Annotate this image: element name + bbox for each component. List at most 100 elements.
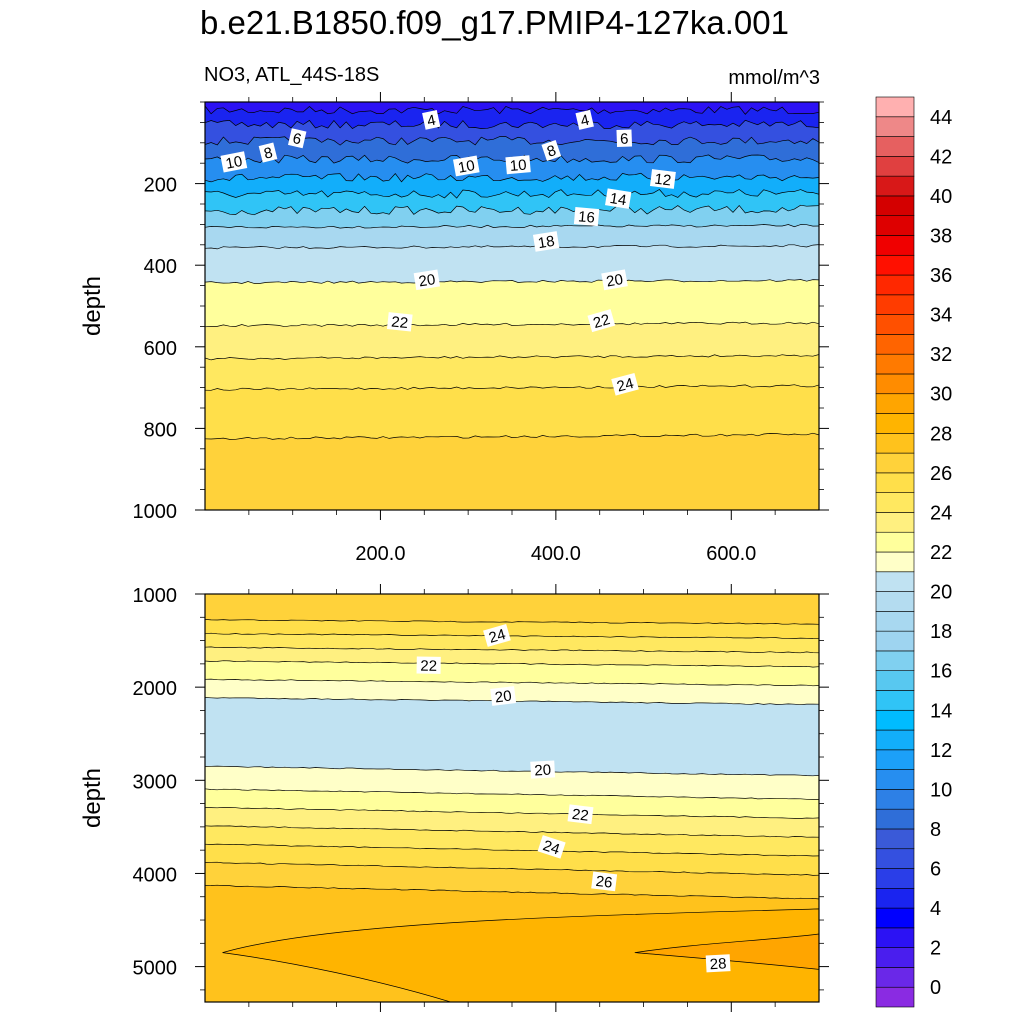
contour-line — [205, 843, 819, 857]
contour-label-bg — [705, 954, 731, 973]
colorbar-swatch — [875, 729, 915, 751]
contour-label: 4 — [575, 109, 594, 130]
contour-label: 10 — [220, 151, 248, 173]
contour-line — [205, 825, 819, 838]
colorbar-label: 42 — [930, 146, 952, 168]
colorbar-swatch — [875, 334, 915, 355]
contour-label-text: 26 — [595, 873, 614, 892]
contour-label: 12 — [649, 169, 676, 190]
colorbar-label: 8 — [930, 819, 941, 841]
contour-label-text: 22 — [591, 311, 612, 332]
contour-label-text: 24 — [487, 626, 508, 647]
plot-area: 24 22 20 20 22 24 26 28 — [205, 594, 819, 1002]
contour-label: 24 — [483, 623, 511, 647]
colorbar-swatch — [875, 927, 915, 948]
contour-label: 10 — [505, 155, 531, 175]
contour-label: 22 — [567, 804, 594, 825]
contour-label-bg — [413, 269, 441, 291]
colorbar-swatch — [875, 789, 915, 810]
colorbar-label: 14 — [930, 700, 952, 722]
contour-label: 26 — [591, 871, 618, 892]
colorbar-swatch — [875, 591, 915, 612]
colorbar-label: 36 — [930, 265, 952, 287]
colorbar-swatch — [875, 452, 915, 474]
contour-label-bg — [422, 109, 441, 130]
contour-label-bg — [567, 804, 594, 825]
contour-label-bg — [601, 269, 628, 291]
colorbar-swatch — [875, 611, 915, 632]
colorbar-swatch — [875, 433, 915, 454]
contour-label-text: 6 — [620, 131, 629, 148]
colorbar-swatch — [875, 314, 915, 335]
colorbar-swatch — [875, 967, 915, 988]
contour-label-bg — [575, 109, 594, 130]
colorbar-swatch — [875, 492, 915, 513]
colorbar-swatch — [875, 254, 915, 276]
contour-label: 8 — [541, 140, 562, 161]
contour-line — [205, 678, 819, 687]
contour-line — [205, 354, 819, 361]
colorbar-label: 2 — [930, 938, 941, 960]
colorbar-label: 44 — [930, 107, 952, 129]
contour-label: 22 — [587, 309, 616, 333]
colorbar-swatch — [875, 907, 915, 929]
contour-label-text: 20 — [417, 271, 436, 290]
contour-label-bg — [416, 656, 441, 674]
colorbar-label: 4 — [930, 898, 941, 920]
contour-label-bg — [490, 686, 517, 706]
y-tick-label: 600 — [144, 338, 177, 360]
contour-line — [205, 136, 819, 146]
colorbar-swatch — [875, 96, 915, 118]
colorbar-swatch — [875, 215, 915, 236]
x-tick-label: 200.0 — [355, 543, 405, 565]
colorbar-label: 12 — [930, 740, 952, 762]
contour-label: 24 — [611, 372, 639, 396]
contour-label: 10 — [453, 155, 480, 177]
contour-label-bg — [591, 871, 618, 892]
contour-line — [205, 384, 819, 391]
contour-line — [205, 224, 819, 229]
colorbar-swatch — [875, 512, 915, 533]
contour-label: 14 — [605, 188, 632, 209]
contour-line — [205, 244, 819, 250]
contour-label: 20 — [413, 269, 441, 291]
colorbar-swatch — [875, 373, 915, 395]
contour-label: 20 — [490, 686, 517, 706]
contour-label: 22 — [416, 656, 441, 675]
contour-label-text: 24 — [615, 375, 636, 396]
colorbar-swatch — [875, 630, 915, 652]
contour-label: 20 — [601, 269, 628, 291]
contour-label: 22 — [386, 312, 413, 332]
contour-label: 8 — [258, 142, 278, 163]
contour-line — [205, 660, 819, 668]
contour-label-bg — [220, 151, 248, 173]
contour-label-text: 16 — [577, 208, 595, 226]
contour-label: 20 — [530, 760, 556, 779]
colorbar-label: 32 — [930, 344, 952, 366]
colorbar-swatch — [875, 531, 915, 553]
colorbar-swatch — [875, 294, 915, 315]
contour-label-text: 22 — [420, 658, 437, 675]
contour-line — [205, 646, 819, 654]
variable-region-label: NO3, ATL_44S-18S — [204, 64, 380, 86]
colorbar: 0246810121416182022242628303234363840424… — [875, 96, 952, 1008]
contour-line — [205, 807, 819, 819]
contour-label-bg — [483, 623, 511, 647]
contour-line — [205, 788, 819, 800]
contour-label-bg — [386, 312, 413, 332]
contour-band — [634, 933, 819, 970]
contour-label: 24 — [537, 835, 566, 859]
contour-band — [205, 594, 819, 625]
colorbar-label: 38 — [930, 225, 952, 247]
y-tick-label: 200 — [144, 175, 177, 197]
contour-label-text: 12 — [653, 171, 672, 190]
contour-label-text: 6 — [291, 130, 303, 148]
colorbar-swatch — [875, 195, 915, 216]
colorbar-label: 34 — [930, 305, 952, 327]
colorbar-swatch — [875, 472, 915, 493]
colorbar-label: 10 — [930, 779, 952, 801]
colorbar-swatch — [875, 986, 915, 1008]
colorbar-swatch — [875, 353, 915, 375]
